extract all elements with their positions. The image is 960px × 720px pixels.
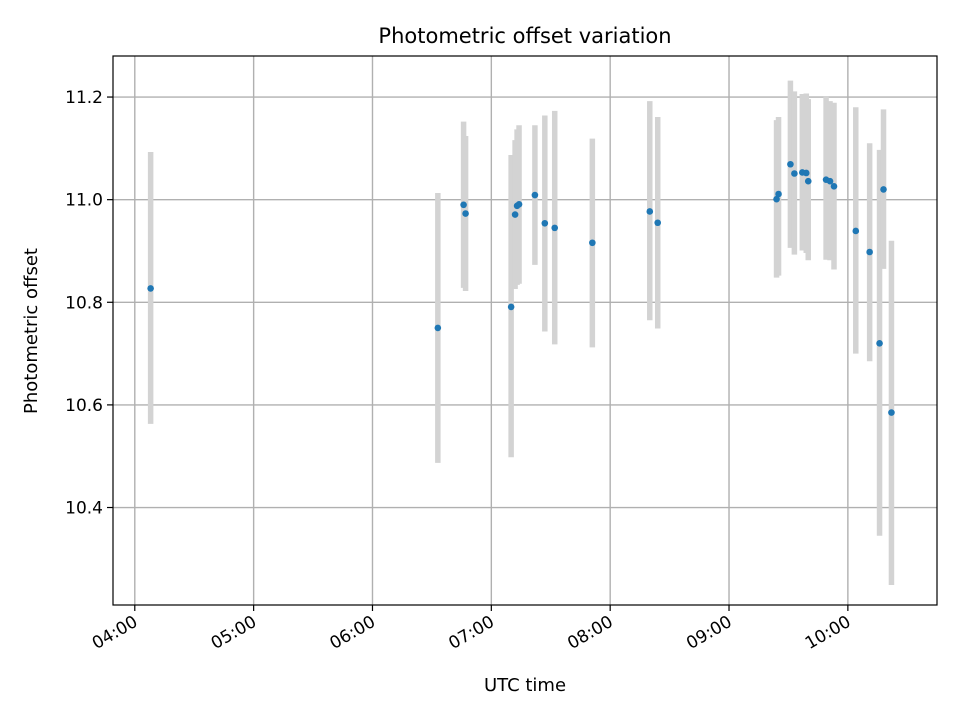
data-point — [511, 211, 519, 218]
plot-frame — [112, 55, 938, 606]
y-axis-ticks: 10.4 10.6 10.8 11.0 11.2 — [65, 88, 113, 519]
data-point — [147, 285, 154, 292]
data-point — [515, 200, 523, 208]
error-bars — [147, 80, 895, 585]
x-tick-label: 07:00 — [445, 612, 497, 654]
data-point — [775, 190, 782, 198]
x-tick-label: 09:00 — [683, 612, 735, 654]
y-tick-label: 10.6 — [65, 396, 103, 416]
x-tick-label: 08:00 — [564, 612, 616, 654]
y-tick-label: 10.8 — [65, 293, 103, 313]
data-point — [880, 186, 887, 193]
y-tick-label: 11.0 — [65, 191, 103, 211]
data-point — [787, 160, 794, 168]
data-point — [654, 219, 662, 227]
data-point — [531, 191, 539, 199]
y-axis-label: Photometric offset — [21, 248, 42, 414]
data-point — [876, 340, 883, 347]
data-point — [551, 224, 559, 232]
data-point — [888, 409, 895, 416]
x-tick-label: 06:00 — [327, 612, 379, 654]
data-point — [541, 219, 549, 227]
data-point — [773, 195, 780, 203]
y-tick-label: 10.4 — [65, 499, 103, 519]
data-point — [646, 208, 654, 215]
data-point — [852, 227, 860, 235]
data-point — [804, 177, 812, 185]
x-axis-ticks: 04:00 05:00 06:00 07:00 08:00 09:00 10:00 — [89, 605, 854, 654]
y-tick-label: 11.2 — [65, 88, 103, 108]
grid — [113, 56, 937, 605]
data-point — [589, 239, 596, 247]
data-point — [791, 170, 798, 177]
data-point — [802, 169, 810, 177]
data-points — [147, 160, 895, 416]
data-point — [866, 248, 873, 256]
data-point — [507, 303, 515, 311]
x-tick-label: 10:00 — [802, 612, 854, 654]
data-point — [826, 177, 834, 185]
data-point — [460, 201, 467, 209]
chart-title: Photometric offset variation — [378, 24, 671, 48]
data-point — [434, 324, 442, 332]
x-axis-label: UTC time — [484, 675, 566, 696]
data-point — [462, 210, 469, 217]
x-tick-label: 05:00 — [208, 612, 260, 654]
data-point — [830, 183, 838, 190]
x-tick-label: 04:00 — [89, 612, 141, 654]
